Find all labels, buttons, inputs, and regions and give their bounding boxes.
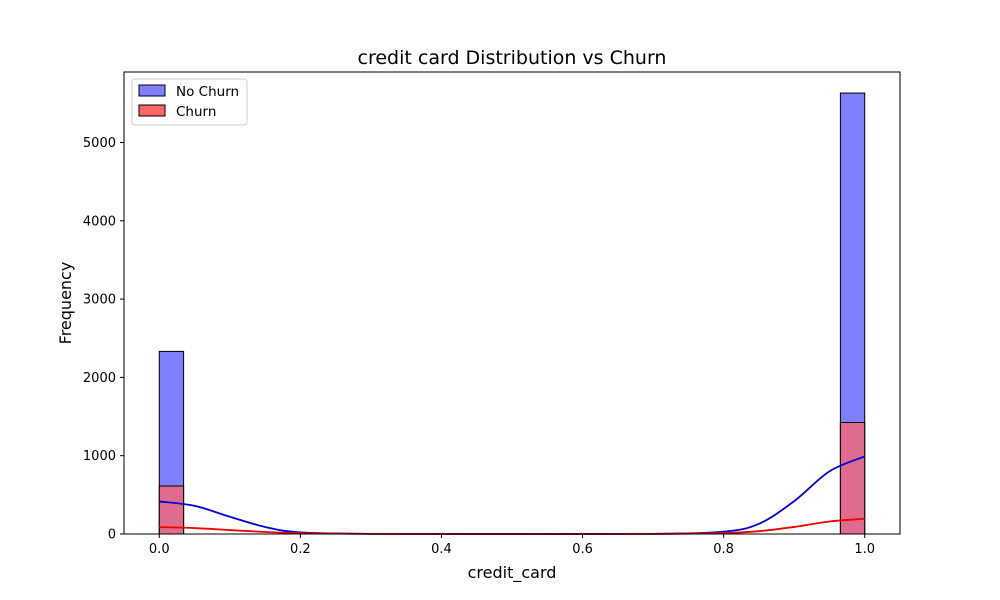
y-tick-label: 2000 — [83, 371, 116, 386]
y-tick-label: 5000 — [83, 136, 116, 151]
y-axis: 0 1000 2000 3000 4000 5000 — [83, 136, 124, 543]
x-tick-label: 0.8 — [713, 542, 734, 557]
y-tick-label: 1000 — [83, 449, 116, 464]
bar-churn-1 — [839, 421, 866, 535]
legend-swatch-no-churn — [138, 84, 166, 97]
y-tick-label: 4000 — [83, 214, 116, 229]
kde-line-no-churn — [159, 455, 866, 535]
x-tick-label: 0.0 — [149, 542, 170, 557]
bars-layer — [158, 92, 866, 535]
kde-layer — [159, 455, 866, 535]
x-axis: 0.0 0.2 0.4 0.6 0.8 1.0 — [149, 534, 875, 557]
legend-swatch-churn — [138, 104, 166, 117]
legend: No Churn Churn — [131, 78, 248, 126]
x-tick-label: 1.0 — [854, 542, 875, 557]
x-axis-label: credit_card — [468, 563, 557, 583]
chart-title: credit card Distribution vs Churn — [358, 47, 667, 69]
x-tick-label: 0.2 — [290, 542, 311, 557]
plot-frame — [123, 71, 901, 535]
x-tick-label: 0.6 — [572, 542, 593, 557]
legend-label-no-churn: No Churn — [176, 84, 239, 100]
y-tick-label: 3000 — [83, 293, 116, 308]
legend-label-churn: Churn — [176, 104, 216, 120]
y-tick-label: 0 — [108, 528, 116, 543]
y-axis-label: Frequency — [56, 262, 75, 345]
x-tick-label: 0.4 — [431, 542, 452, 557]
